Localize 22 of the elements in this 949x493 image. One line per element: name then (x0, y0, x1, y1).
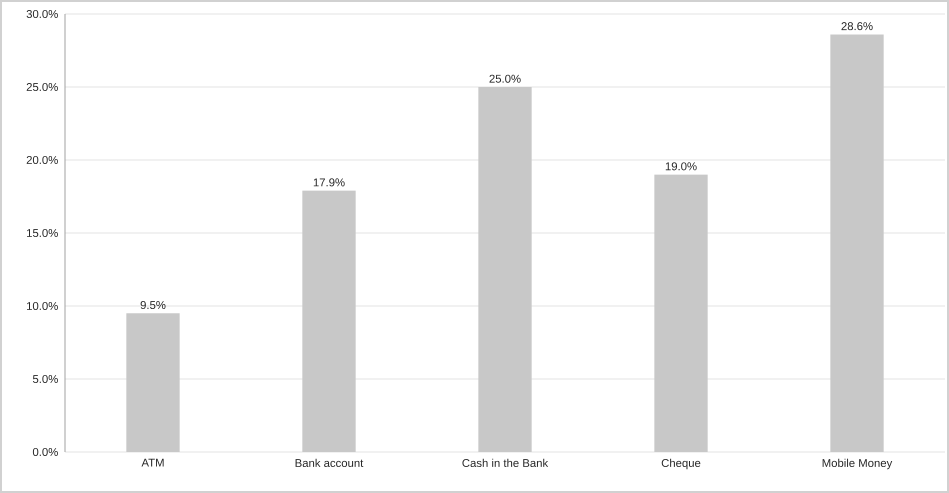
y-tick-label: 15.0% (27, 228, 58, 238)
x-tick-label: Cash in the Bank (462, 458, 548, 468)
x-tick-label: Bank account (296, 458, 364, 468)
bar (830, 34, 884, 452)
y-tick-label: 20.0% (26, 156, 58, 164)
bar (654, 174, 708, 452)
data-label: 25.0% (490, 74, 521, 83)
data-label: 17.9% (314, 178, 345, 186)
bar (126, 313, 180, 452)
y-tick-label: 10.0% (27, 302, 58, 310)
data-label: 19.0% (666, 162, 697, 170)
x-tick-label: Cheque (662, 458, 700, 470)
y-tick-label: 25.0% (26, 82, 58, 92)
x-tick-label: ATM (141, 458, 164, 467)
y-tick-label: 0.0% (32, 448, 58, 456)
y-tick-label: 30.0% (26, 10, 58, 18)
y-tick-label: 5.0% (32, 374, 58, 384)
bar (302, 190, 356, 452)
x-tick-label: Mobile Money (822, 458, 892, 470)
data-label: 9.5% (140, 301, 166, 310)
data-label: 28.6% (842, 22, 873, 30)
bar (478, 87, 532, 452)
